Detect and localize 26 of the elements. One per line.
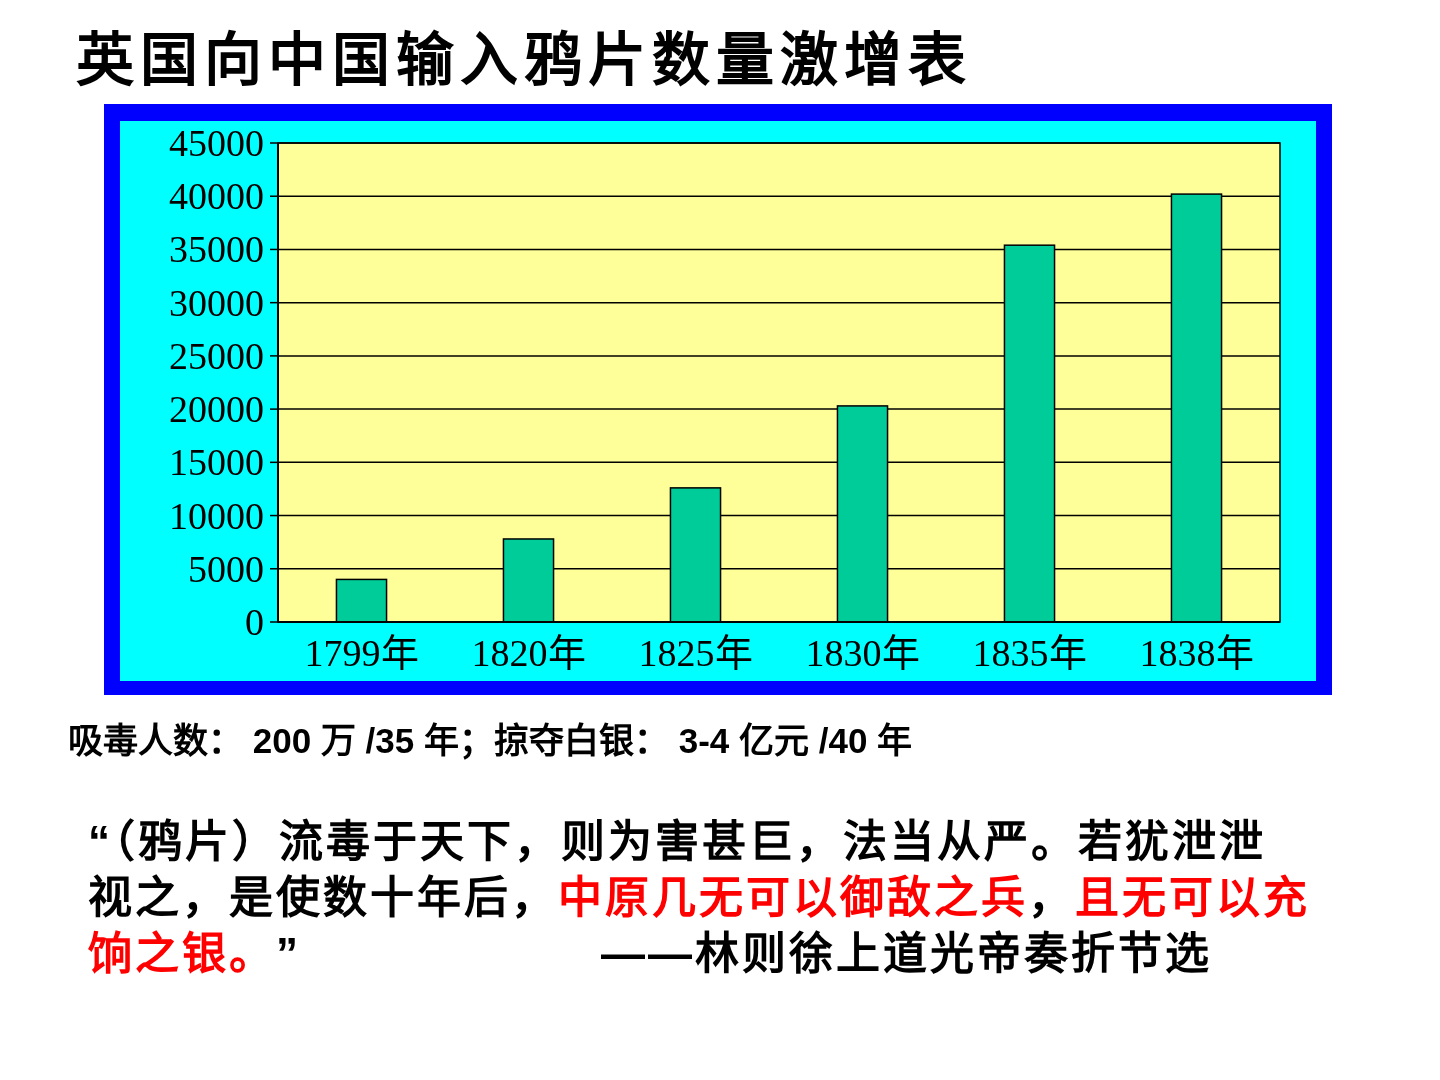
x-tick-label: 1825年: [638, 632, 753, 674]
x-tick-label: 1799年: [304, 632, 419, 674]
y-tick-label: 5000: [188, 547, 264, 590]
y-tick-label: 10000: [169, 494, 264, 537]
x-tick-label: 1820年: [471, 632, 586, 674]
text: 饷之银。: [88, 928, 276, 980]
text: 中原几无可以御敌之兵: [558, 872, 1028, 924]
y-tick-label: 35000: [169, 228, 264, 271]
text: ，: [1028, 872, 1075, 924]
y-tick-label: 15000: [169, 441, 264, 484]
text: ——林则徐上道光帝奏折节选: [601, 928, 1212, 980]
y-tick-label: 20000: [169, 388, 264, 431]
y-tick-label: 40000: [169, 175, 264, 218]
y-tick-label: 0: [245, 601, 264, 643]
text: 吸毒人数： 200 万 /35 年；掠夺白银： 3-4 亿元 /40 年: [68, 720, 913, 762]
chart-title: 英国向中国输入鸦片数量激增表: [76, 26, 972, 94]
text: “（鸦片）流毒于天下，则为害甚巨，法当从严。若犹泄泄: [88, 816, 1266, 868]
x-tick-label: 1838年: [1139, 632, 1254, 674]
y-tick-label: 25000: [169, 334, 264, 377]
text: 且无可以充: [1075, 872, 1310, 924]
x-tick-label: 1830年: [805, 632, 920, 674]
text: 视之，是使数十年后，: [88, 872, 558, 924]
x-tick-label: 1835年: [972, 632, 1087, 674]
y-tick-label: 30000: [169, 281, 264, 324]
y-tick-label: 45000: [169, 122, 264, 164]
text: ”: [276, 928, 301, 980]
